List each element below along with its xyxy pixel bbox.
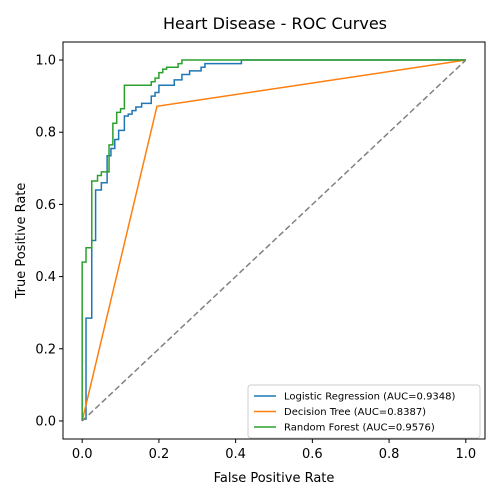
chart-title: Heart Disease - ROC Curves <box>163 14 387 33</box>
legend-box <box>247 384 481 439</box>
x-tick-label: 0.6 <box>302 447 323 462</box>
series-line-1 <box>81 59 466 422</box>
y-tick-label: 0.2 <box>35 342 56 357</box>
plot-frame <box>62 41 486 440</box>
x-tick-label: 0.8 <box>379 447 400 462</box>
y-tick-label: 0.4 <box>35 270 56 285</box>
legend: Logistic Regression (AUC=0.9348) Decision… <box>247 384 481 439</box>
x-tick-label: 1.0 <box>455 447 476 462</box>
legend-label-2: Random Forest (AUC=0.9576) <box>284 423 435 434</box>
plot-area <box>81 59 467 422</box>
x-axis-label: False Positive Rate <box>214 471 335 486</box>
legend-label-1: Decision Tree (AUC=0.8387) <box>284 407 426 418</box>
y-axis-label: True Positive Rate <box>14 183 29 300</box>
x-tick-label: 0.2 <box>149 447 170 462</box>
y-tick-label: 1.0 <box>35 54 56 69</box>
legend-label-0: Logistic Regression (AUC=0.9348) <box>284 392 456 403</box>
x-tick-label: 0.4 <box>225 447 246 462</box>
y-tick-label: 0.0 <box>35 414 56 429</box>
series-line-0 <box>81 59 466 421</box>
y-tick-label: 0.8 <box>35 126 56 141</box>
series-line-2 <box>81 59 466 421</box>
chance-reference-line <box>81 59 467 422</box>
axis-ticks: 0.0 0.2 0.4 0.6 0.8 1.0 0.0 0.2 0.4 0.6 0.8 1.0 <box>35 54 476 462</box>
x-tick-label: 0.0 <box>72 447 93 462</box>
y-tick-label: 0.6 <box>35 198 56 213</box>
